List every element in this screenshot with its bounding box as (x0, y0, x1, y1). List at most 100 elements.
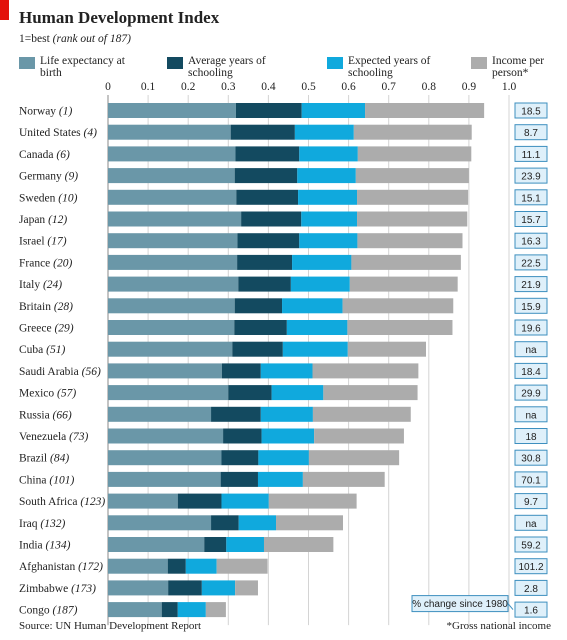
bar-segment (301, 103, 366, 118)
bar-segment (230, 124, 295, 140)
x-tick-label: 0.7 (382, 81, 397, 93)
income-change-box (514, 102, 548, 119)
income-change-value: 2.8 (524, 584, 538, 595)
income-change-value: 29.9 (521, 389, 541, 400)
bar-segment (312, 406, 411, 422)
income-change-value: 101.2 (518, 562, 543, 573)
x-tick-label: 0.9 (462, 81, 477, 93)
income-change-box (514, 319, 548, 336)
income-change-value: na (525, 519, 537, 530)
x-tick-label: 0.1 (141, 81, 156, 93)
country-rank: (134) (46, 540, 71, 552)
footnote: *Gross national income (446, 620, 551, 632)
bar-segment (108, 406, 212, 422)
bar-segment (108, 428, 224, 444)
bar-segment (302, 471, 385, 487)
legend-label: Life expectancy at birth (40, 55, 125, 79)
country-label: India (134) (19, 540, 71, 552)
income-change-box (514, 384, 548, 401)
income-change-value: 19.6 (521, 324, 541, 335)
country-rank: (101) (49, 474, 74, 486)
bar-segment (108, 515, 212, 531)
income-change-box (514, 167, 548, 184)
bar-segment (201, 580, 236, 596)
income-change-value: 16.3 (521, 237, 541, 248)
country-rank: (4) (84, 127, 98, 139)
country-name: Israel (19, 236, 47, 248)
country-name: Saudi Arabia (19, 366, 82, 378)
country-rank: (6) (56, 149, 70, 161)
country-label: Britain (28) (19, 301, 73, 313)
subtitle-main: 1=best (19, 33, 50, 45)
country-label: Italy (24) (19, 279, 62, 291)
legend-swatch (471, 57, 487, 69)
change-legend-pointer (507, 603, 514, 610)
bar-segment (235, 103, 302, 118)
income-change-value: 22.5 (521, 258, 541, 269)
bar-segment (108, 471, 221, 487)
country-name: Zimbabwe (19, 583, 71, 595)
x-tick-label: 0.2 (181, 81, 196, 93)
income-change-box (514, 124, 548, 141)
country-rank: (17) (47, 236, 66, 248)
income-change-box (514, 536, 548, 553)
source-note: Source: UN Human Development Report (19, 620, 202, 632)
bar-segment (257, 471, 303, 487)
bar-segment (299, 233, 358, 249)
income-change-box (514, 276, 548, 293)
country-name: Japan (19, 214, 48, 226)
bar-segment (108, 537, 205, 552)
income-change-value: 11.1 (522, 150, 541, 161)
bar-segment (263, 537, 334, 552)
bar-segment (312, 363, 419, 379)
income-change-value: 15.9 (521, 302, 541, 313)
country-label: Venezuela (73) (19, 431, 88, 443)
country-name: Brazil (19, 453, 50, 465)
bar-segment (260, 406, 313, 422)
income-change-box (514, 493, 548, 510)
bar-segment (234, 320, 287, 335)
bar-segment (108, 211, 242, 227)
bar-segment (235, 146, 300, 162)
bar-segment (108, 341, 233, 357)
subtitle-note: (rank out of 187) (52, 33, 131, 45)
income-change-box (514, 232, 548, 249)
country-rank: (187) (53, 605, 78, 617)
x-tick-label: 0.8 (422, 81, 437, 93)
bar-segment (238, 515, 277, 531)
income-change-box (514, 211, 548, 227)
country-rank: (57) (57, 388, 76, 400)
income-change-box (514, 341, 548, 358)
bar-segment (237, 233, 300, 249)
bar-segment (298, 189, 358, 205)
bar-segment (221, 493, 269, 509)
bar-segment (221, 363, 261, 379)
country-label: Sweden (10) (19, 192, 78, 204)
bar-segment (108, 124, 231, 140)
country-label: United States (4) (19, 127, 97, 139)
country-rank: (9) (65, 171, 79, 183)
bar-segment (357, 146, 472, 162)
country-label: Afghanistan (172) (19, 561, 103, 573)
x-tick-label: 0.3 (221, 81, 236, 93)
bar-segment (355, 168, 469, 184)
country-rank: (28) (54, 301, 73, 313)
country-name: China (19, 474, 49, 486)
brand-tab (0, 0, 9, 20)
income-change-box (514, 189, 548, 206)
bar-segment (108, 189, 237, 205)
x-tick-label: 0 (105, 81, 111, 93)
x-tick-label: 0.5 (301, 81, 316, 93)
income-change-value: na (525, 410, 537, 421)
bar-segment (221, 450, 259, 466)
bar-segment (234, 298, 283, 314)
country-rank: (12) (48, 214, 67, 226)
income-change-box (514, 254, 548, 271)
bar-segment (226, 537, 264, 552)
country-name: Canada (19, 149, 56, 161)
bar-segment (108, 363, 222, 379)
bar-segment (286, 320, 348, 335)
income-change-value: 59.2 (521, 541, 541, 552)
bar-segment (108, 168, 235, 184)
legend-swatch (327, 57, 343, 69)
